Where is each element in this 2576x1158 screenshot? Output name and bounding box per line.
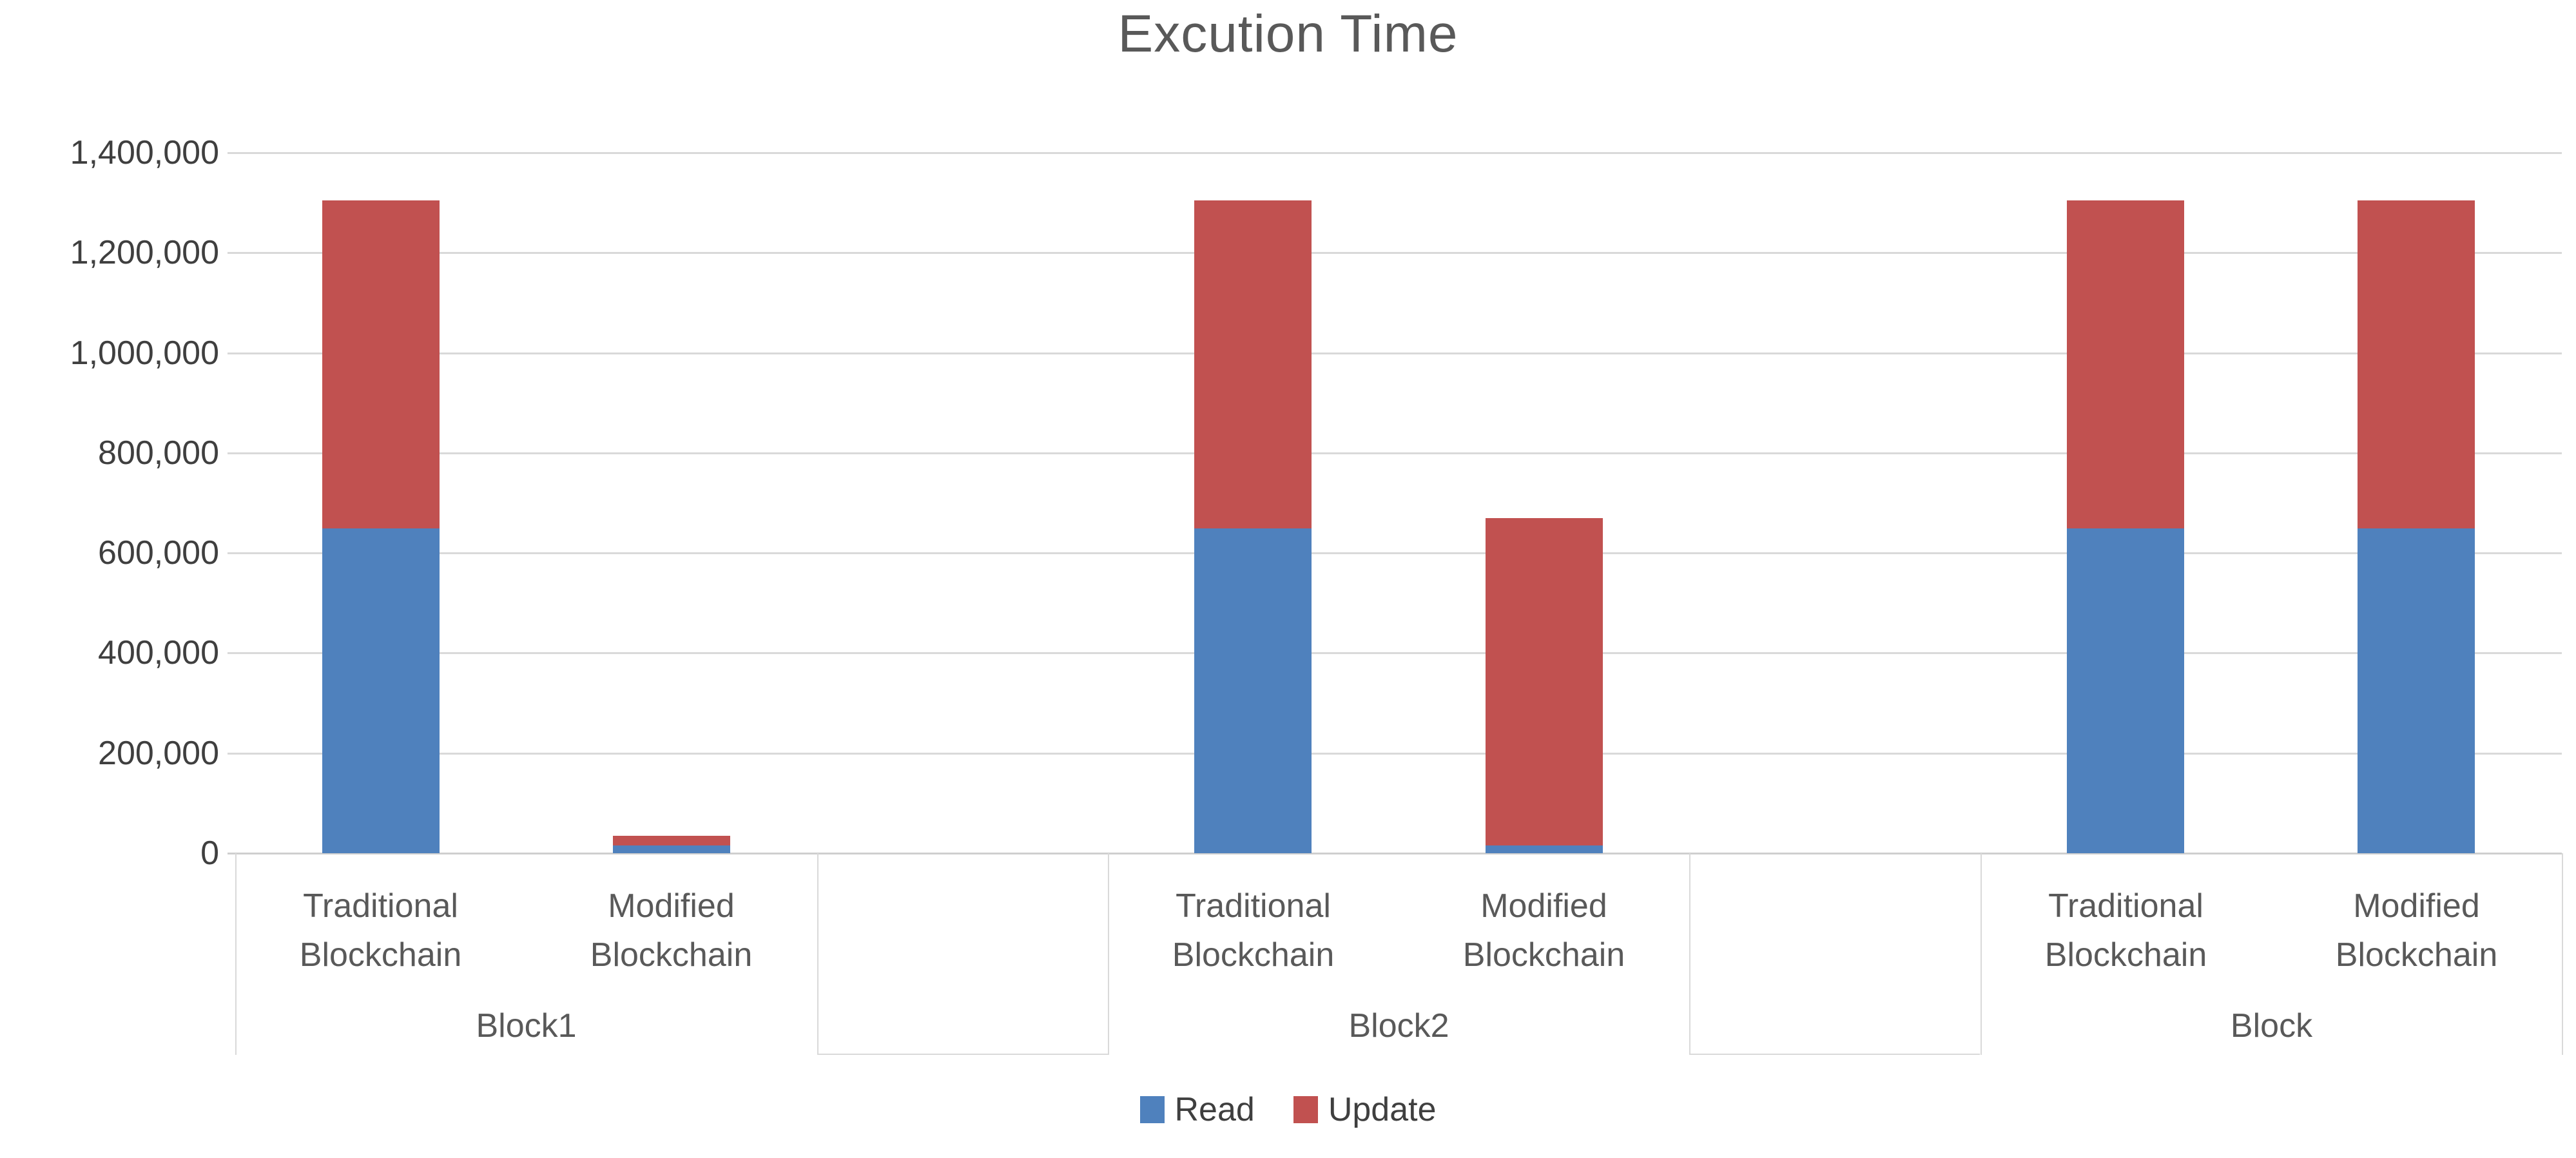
gridline <box>228 452 2562 454</box>
group-label: Block <box>2230 1007 2313 1045</box>
chart-title: Excution Time <box>1118 5 1458 63</box>
y-axis-tick-label: 600,000 <box>98 534 219 572</box>
bar-segment-read <box>1486 845 1603 853</box>
legend: Read Update <box>0 1090 2576 1129</box>
x-axis-baseline <box>228 853 2562 854</box>
gridline <box>228 552 2562 554</box>
axis-group-separator <box>817 853 818 1055</box>
axis-group-separator <box>1689 853 1690 1055</box>
bar-segment-update <box>1486 518 1603 846</box>
bar-block1-traditional <box>322 200 440 853</box>
category-label: Modified Blockchain <box>2335 887 2498 974</box>
legend-label: Update <box>1328 1091 1437 1128</box>
bar-segment-update <box>322 200 440 528</box>
bar-segment-update <box>613 836 730 846</box>
y-axis-tick-label: 0 <box>200 835 219 872</box>
bar-segment-read <box>322 528 440 853</box>
gridline <box>228 753 2562 755</box>
axis-group-separator <box>1980 853 1982 1055</box>
axis-group-separator <box>1108 853 1109 1055</box>
legend-swatch-read <box>1139 1096 1165 1123</box>
category-label: Modified Blockchain <box>1462 887 1625 974</box>
bar-segment-update <box>2358 200 2475 528</box>
axis-group-separator <box>2562 853 2563 1055</box>
gridline <box>228 652 2562 654</box>
category-label: Traditional Blockchain <box>299 887 462 974</box>
y-axis-tick-label: 200,000 <box>98 735 219 772</box>
y-axis-tick-label: 1,000,000 <box>70 334 219 372</box>
axis-group-separator <box>235 853 237 1055</box>
bar-block1-modified <box>613 836 730 853</box>
bar-block2-modified <box>1486 518 1603 853</box>
legend-item-update: Update <box>1293 1090 1437 1129</box>
bar-block2-traditional <box>1194 200 1312 853</box>
bar-segment-read <box>1194 528 1312 853</box>
category-label: Traditional Blockchain <box>1172 887 1335 974</box>
legend-item-read: Read <box>1139 1090 1255 1129</box>
category-label: Modified Blockchain <box>590 887 753 974</box>
bar-segment-update <box>2067 200 2184 528</box>
bar-segment-update <box>1194 200 1312 528</box>
legend-swatch-update <box>1293 1096 1318 1123</box>
bar-segment-read <box>2067 528 2184 853</box>
legend-label: Read <box>1174 1091 1255 1128</box>
category-label: Traditional Blockchain <box>2044 887 2207 974</box>
bar-block-traditional <box>2067 200 2184 853</box>
y-axis-tick-label: 1,400,000 <box>70 134 219 171</box>
axis-gap-bottom-border <box>817 1054 1108 1055</box>
axis-gap-bottom-border <box>1689 1054 1980 1055</box>
bar-segment-read <box>2358 528 2475 853</box>
y-axis-tick-label: 800,000 <box>98 434 219 472</box>
y-axis-tick-label: 1,200,000 <box>70 234 219 271</box>
gridline <box>228 252 2562 254</box>
gridline <box>228 352 2562 354</box>
group-label: Block2 <box>1348 1007 1449 1045</box>
y-axis-tick-label: 400,000 <box>98 634 219 671</box>
gridline <box>228 152 2562 154</box>
bar-block-modified <box>2358 200 2475 853</box>
bar-segment-read <box>613 845 730 853</box>
group-label: Block1 <box>476 1007 577 1045</box>
